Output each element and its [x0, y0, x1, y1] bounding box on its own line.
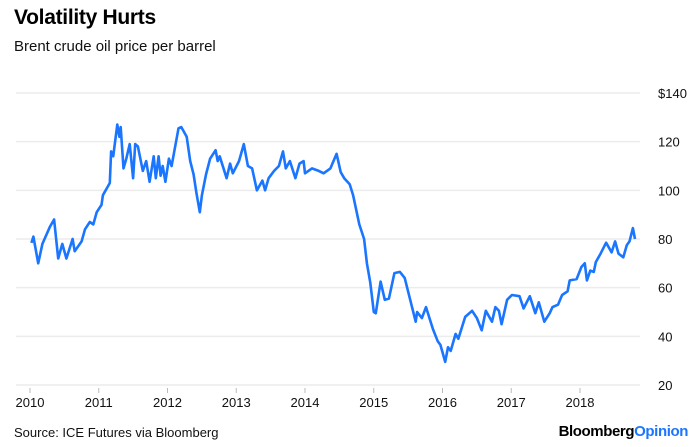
y-tick-label: 80 [658, 232, 672, 247]
y-tick-label: 120 [658, 135, 680, 150]
y-tick-label: 20 [658, 378, 672, 393]
y-tick-label: 60 [658, 281, 672, 296]
logo-bloomberg: Bloomberg [558, 423, 635, 440]
bloomberg-opinion-logo: BloombergOpinion [558, 423, 689, 440]
x-tick-label: 2013 [222, 395, 251, 410]
x-tick-label: 2010 [16, 395, 45, 410]
chart-subtitle: Brent crude oil price per barrel [14, 38, 216, 55]
x-tick-label: 2017 [497, 395, 526, 410]
x-tick-label: 2018 [566, 395, 595, 410]
chart-title: Volatility Hurts [14, 6, 156, 29]
source-note: Source: ICE Futures via Bloomberg [14, 425, 219, 440]
series-line-brent [30, 123, 637, 364]
y-tick-label: $140 [658, 86, 687, 101]
y-tick-label: 40 [658, 329, 672, 344]
x-tick-label: 2014 [291, 395, 320, 410]
x-tick-label: 2015 [359, 395, 388, 410]
y-tick-label: 100 [658, 183, 680, 198]
logo-opinion: Opinion [634, 423, 688, 440]
x-tick-label: 2016 [428, 395, 457, 410]
x-tick-label: 2012 [153, 395, 182, 410]
x-tick-label: 2011 [85, 395, 113, 410]
